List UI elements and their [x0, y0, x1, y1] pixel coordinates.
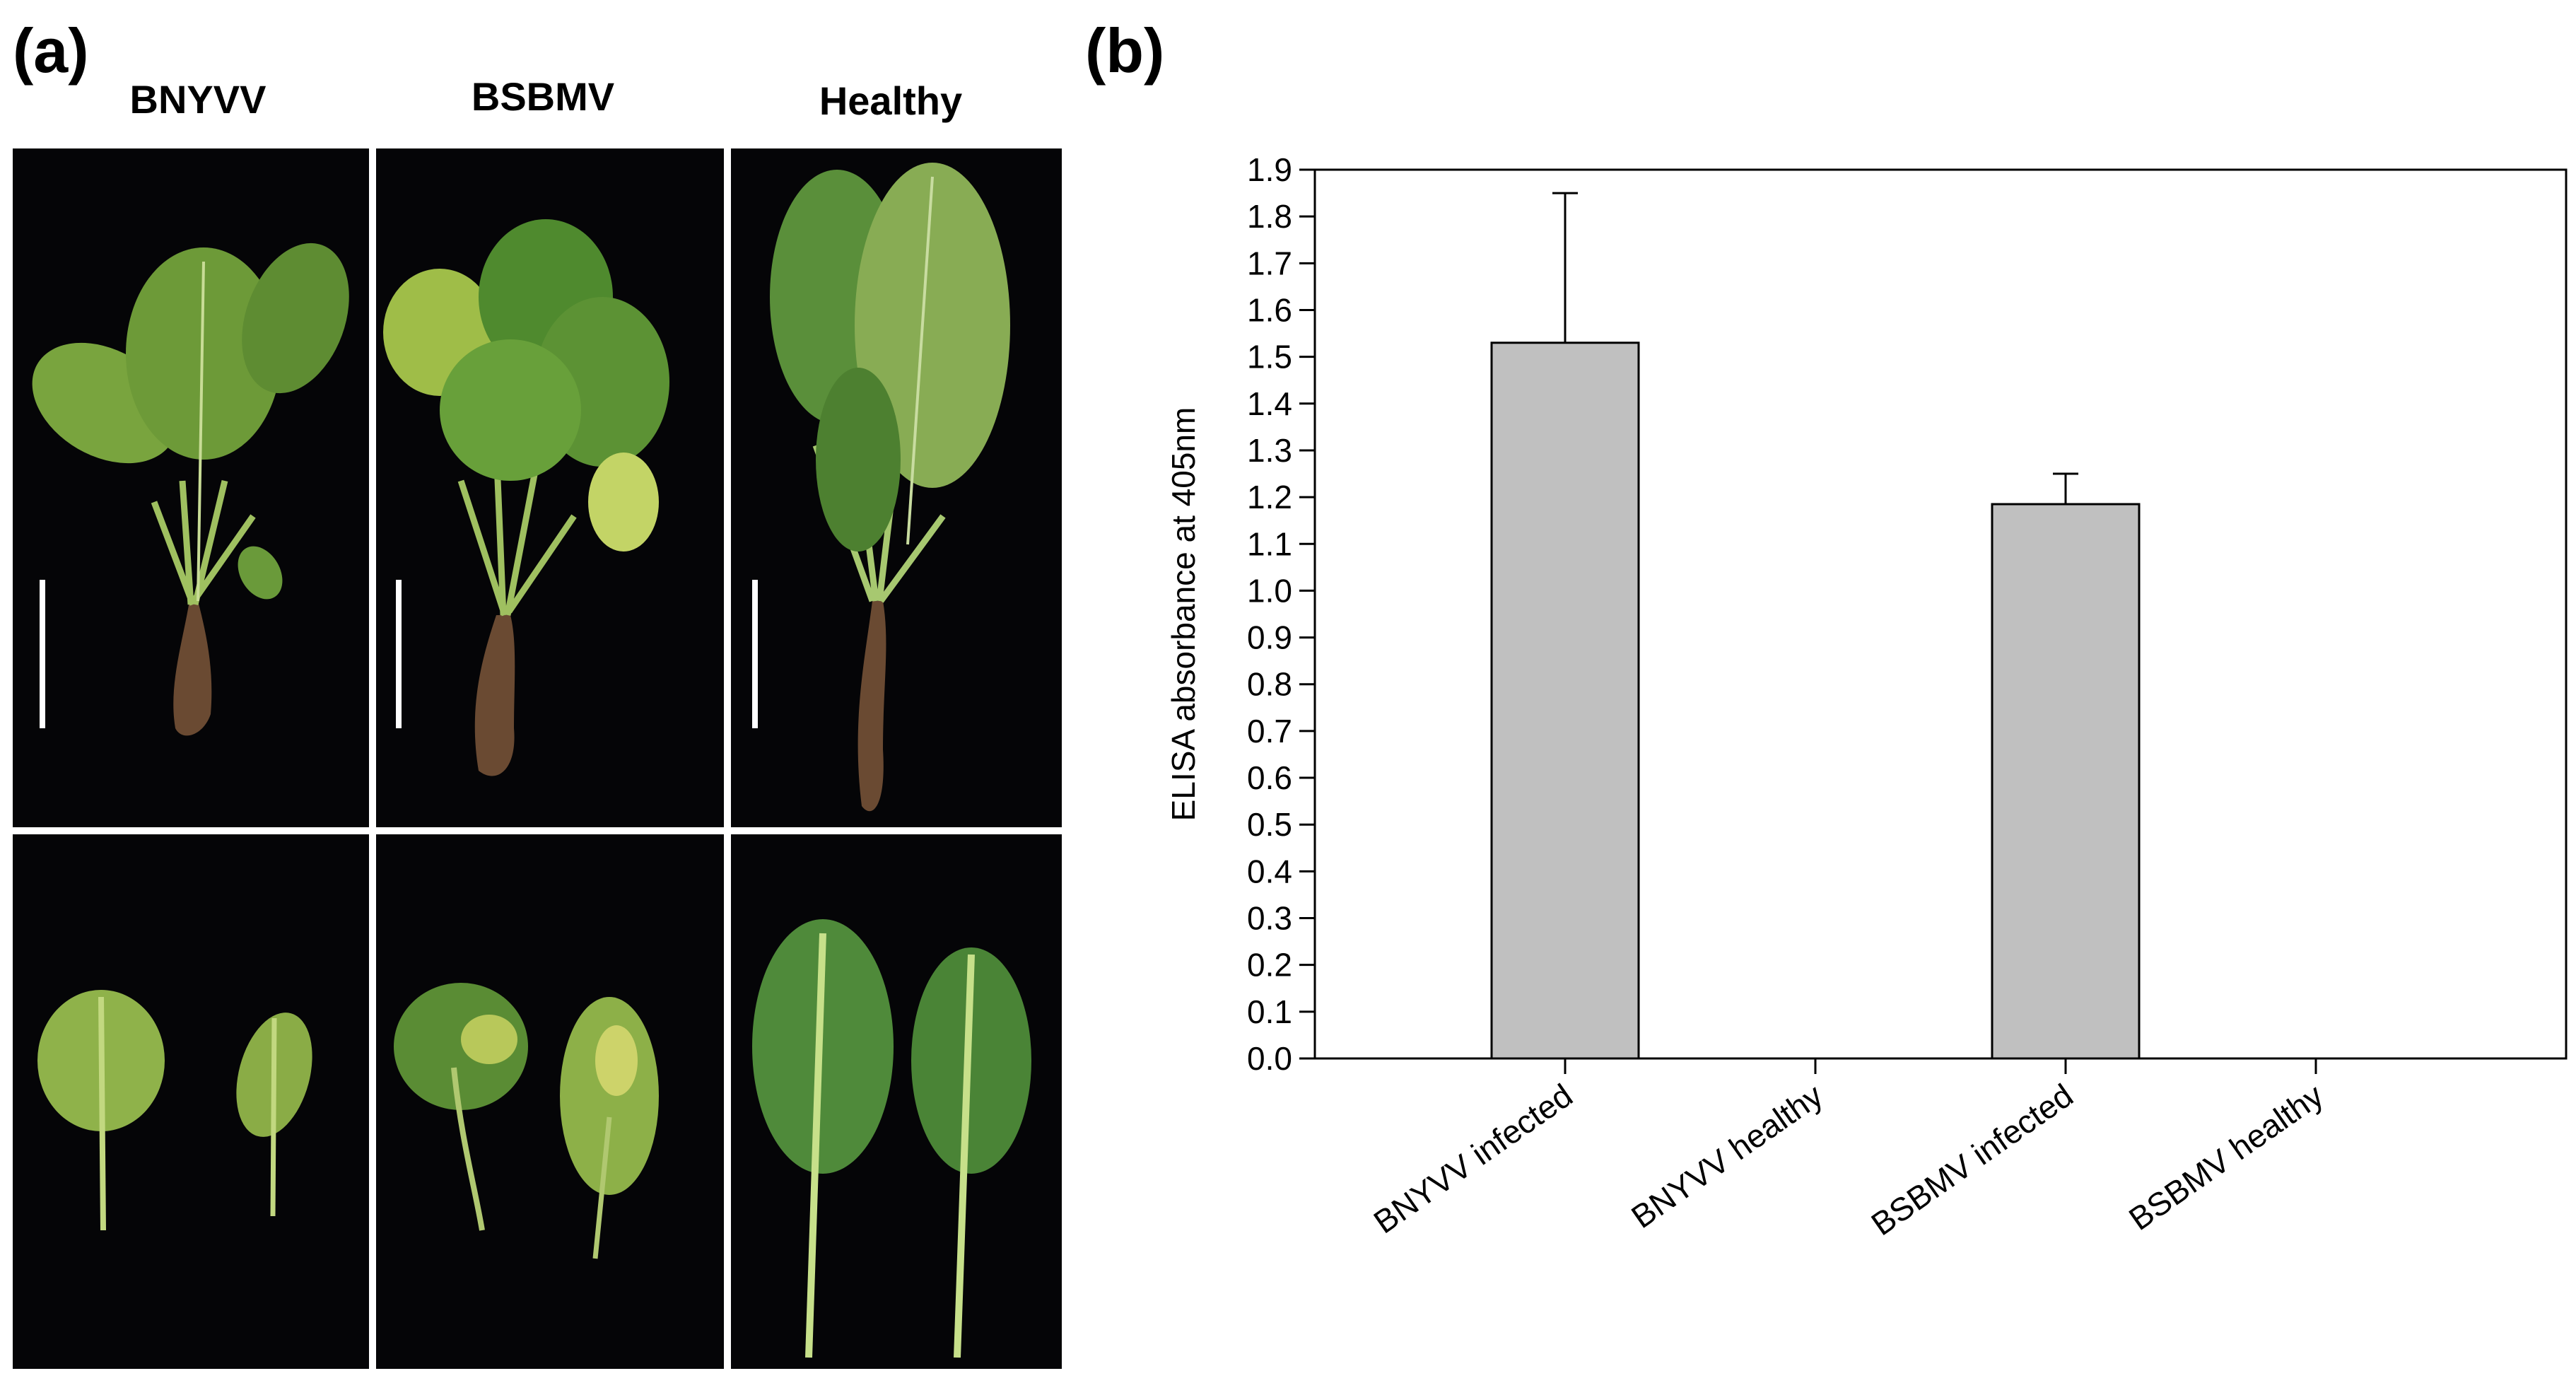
- photo-healthy-plant: [731, 148, 1062, 827]
- y-tick-label: 0.1: [1247, 993, 1292, 1030]
- y-tick-label: 1.5: [1247, 339, 1292, 375]
- y-tick-label: 1.0: [1247, 572, 1292, 609]
- x-tick-label: BSBMV healthy: [2122, 1077, 2330, 1237]
- panel-b-label: (b): [1085, 16, 1165, 86]
- y-tick-label: 0.8: [1247, 666, 1292, 703]
- y-tick-label: 0.6: [1247, 759, 1292, 796]
- y-tick-label: 0.9: [1247, 619, 1292, 656]
- y-tick-label: 1.8: [1247, 198, 1292, 235]
- column-title-bnyvv: BNYVV: [129, 77, 267, 122]
- plot-frame: [1313, 168, 2568, 1060]
- panel-a-label: (a): [13, 16, 89, 86]
- x-tick-label: BNYVV infected: [1367, 1077, 1579, 1241]
- y-tick-label: 1.6: [1247, 291, 1292, 328]
- column-title-healthy: Healthy: [819, 78, 963, 123]
- y-tick-label: 1.4: [1247, 385, 1292, 422]
- photo-bnyvv-plant: [13, 148, 369, 827]
- y-tick-label: 1.3: [1247, 432, 1292, 469]
- y-tick-label: 0.3: [1247, 900, 1292, 937]
- y-axis-label: ELISA absorbance at 405nm: [1165, 407, 1202, 822]
- x-tick-label: BNYVV healthy: [1624, 1077, 1829, 1235]
- photo-bsbmv-plant: [376, 148, 724, 827]
- y-tick-label: 1.7: [1247, 245, 1292, 281]
- photo-bnyvv-leaves: [13, 834, 369, 1369]
- y-tick-label: 1.9: [1247, 151, 1292, 188]
- y-tick-label: 0.0: [1247, 1040, 1292, 1077]
- y-tick-label: 0.4: [1247, 853, 1292, 889]
- column-title-bsbmv: BSBMV: [471, 74, 615, 119]
- photo-healthy-leaves: [731, 834, 1062, 1369]
- elisa-bar-chart: 0.0 0.1 0.2 0.3 0.4 0.5 0.6 0.7 0.8 0.9 1.0 1.1 1.2 1…: [1165, 151, 2568, 1243]
- bar: [1991, 503, 2141, 1060]
- y-tick-label: 1.1: [1247, 525, 1292, 562]
- bar: [1490, 342, 1640, 1060]
- y-tick-label: 0.2: [1247, 947, 1292, 984]
- y-tick-label: 1.2: [1247, 479, 1292, 515]
- y-tick-label: 0.5: [1247, 806, 1292, 843]
- x-tick-label: BSBMV infected: [1865, 1077, 2080, 1243]
- photo-bsbmv-leaves: [376, 834, 724, 1369]
- y-tick-label: 0.7: [1247, 713, 1292, 749]
